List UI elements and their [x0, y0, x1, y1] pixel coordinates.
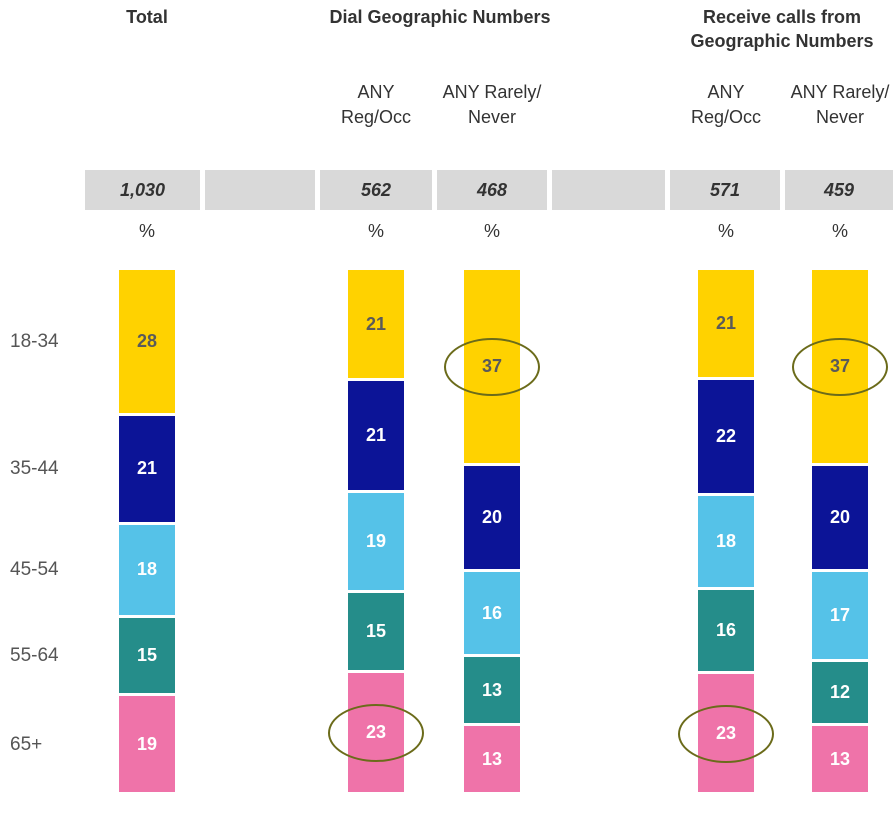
unit-label: %	[138, 221, 155, 241]
base-value: 562	[360, 180, 392, 200]
bar-segment: 18	[698, 495, 754, 588]
bar-segment: 13	[812, 726, 868, 792]
highlight-circle	[328, 704, 424, 762]
row-label: 45-54	[10, 559, 59, 581]
bar-segment: 18	[119, 524, 175, 616]
bar-segment: 28	[119, 270, 175, 413]
bar-segment: 21	[119, 415, 175, 522]
base-value: 571	[709, 180, 741, 200]
bar-segment: 19	[119, 696, 175, 792]
unit-label: %	[367, 221, 384, 241]
bar-segment: 12	[812, 662, 868, 724]
bar-segment: 21	[698, 270, 754, 378]
unit-label: %	[831, 221, 848, 241]
bar-segment: 17	[812, 572, 868, 660]
row-label: 65+	[10, 733, 43, 755]
base-cell	[670, 170, 780, 210]
group-title: Receive calls from Geographic Numbers	[690, 7, 874, 51]
bar-segment: 16	[464, 572, 520, 655]
bar-segment: 16	[698, 590, 754, 672]
bar-segment: 21	[348, 381, 404, 490]
column-label: ANY Rarely/ Never	[442, 82, 542, 127]
bar-segment: 19	[348, 492, 404, 591]
bar-segment: 22	[698, 380, 754, 493]
base-cell	[785, 170, 893, 210]
bar-segment: 20	[464, 466, 520, 570]
base-value: 1,030	[119, 180, 166, 200]
bar-segment: 21	[348, 270, 404, 379]
base-value: 468	[476, 180, 508, 200]
base-cell	[437, 170, 547, 210]
base-value: 459	[823, 180, 855, 200]
row-label: 55-64	[10, 645, 59, 667]
base-cell	[552, 170, 665, 210]
group-title: Total	[126, 7, 168, 27]
column-label: ANY Rarely/ Never	[790, 82, 890, 127]
bar-segment: 15	[348, 593, 404, 671]
row-label: 35-44	[10, 458, 59, 480]
base-cell	[320, 170, 432, 210]
unit-label: %	[717, 221, 734, 241]
base-cell	[205, 170, 315, 210]
bar-segment: 13	[464, 726, 520, 792]
highlight-circle	[792, 338, 888, 397]
group-title: Dial Geographic Numbers	[329, 7, 551, 27]
unit-label: %	[483, 221, 500, 241]
highlight-circle	[444, 338, 540, 397]
column-label: ANY Reg/Occ	[690, 82, 762, 127]
bar-segment: 13	[464, 657, 520, 724]
bar-segment: 15	[119, 618, 175, 694]
bar-segment: 20	[812, 466, 868, 570]
base-cell	[85, 170, 200, 210]
highlight-circle	[678, 704, 774, 763]
row-label: 18-34	[10, 330, 59, 352]
column-label: ANY Reg/Occ	[340, 82, 412, 127]
